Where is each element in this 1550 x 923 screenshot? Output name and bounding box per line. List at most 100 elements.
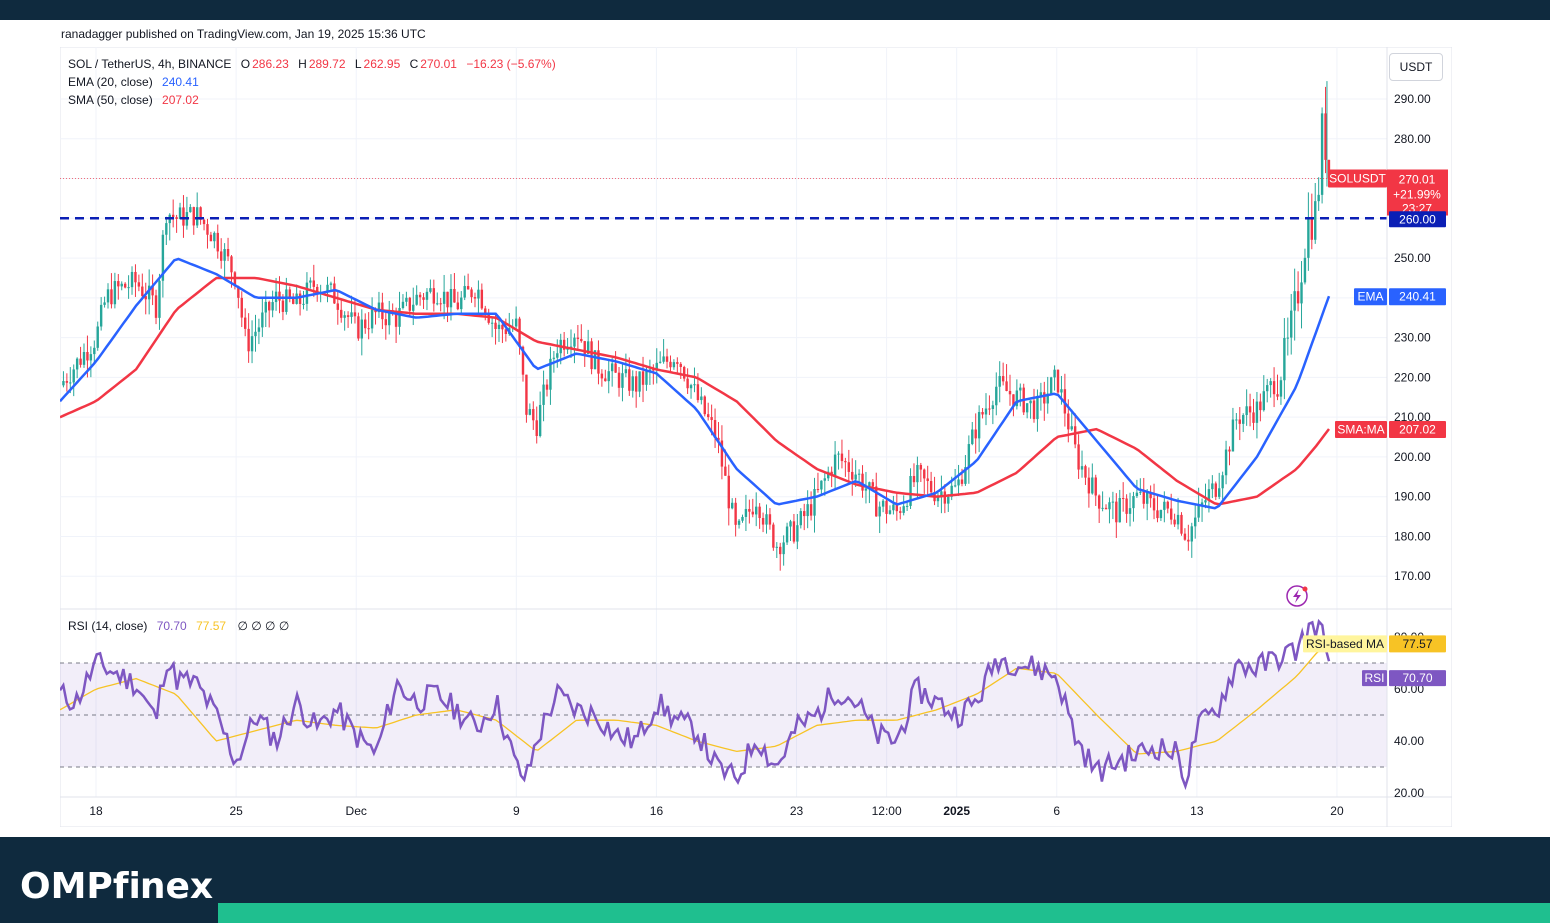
candle-body: [123, 283, 127, 288]
candle-body: [586, 341, 590, 354]
candle-body: [655, 362, 658, 371]
candle-body: [1197, 504, 1200, 518]
candle-body: [991, 405, 995, 409]
candle-body: [93, 347, 96, 355]
candle-body: [803, 511, 806, 517]
candle-body: [844, 461, 847, 463]
candle-body: [1320, 113, 1324, 195]
brand-logo: OMPfinex: [20, 866, 214, 907]
candle-body: [436, 303, 439, 305]
candle-body: [1001, 376, 1005, 382]
candle-body: [1070, 426, 1073, 430]
candle-body: [1067, 413, 1070, 430]
candle-body: [700, 396, 703, 401]
candle-body: [388, 310, 391, 326]
candle-body: [634, 376, 638, 392]
candle-body: [731, 502, 734, 509]
level-price-tag-bg: [1389, 211, 1446, 228]
candle-body: [202, 219, 206, 225]
candle-body: [415, 294, 418, 305]
candle-body: [689, 385, 693, 389]
symbol-ohlc-legend: SOL / TetherUS, 4h, BINANCE O 286.23 H 289…: [68, 57, 558, 71]
candle-body: [552, 357, 556, 359]
price-tick-label: 180.00: [1394, 529, 1431, 543]
candle-body: [446, 291, 449, 308]
open-label: O: [240, 57, 251, 71]
candle-body: [247, 328, 250, 352]
candle-body: [1221, 475, 1224, 489]
candle-body: [456, 302, 460, 310]
candle-body: [621, 373, 624, 388]
rsi-tick-label: 40.00: [1394, 734, 1424, 748]
candle-body: [974, 429, 977, 439]
price-tick-label: 200.00: [1394, 450, 1431, 464]
candle-body: [288, 289, 291, 299]
candle-body: [696, 384, 700, 401]
rsi-pane[interactable]: [58, 618, 1387, 791]
candle-body: [706, 414, 710, 418]
candle-body: [573, 337, 576, 347]
price-tick-label: 170.00: [1394, 569, 1431, 583]
candle-body: [964, 467, 967, 484]
candle-body: [528, 409, 532, 415]
candle-body: [151, 285, 154, 296]
candle-body: [175, 217, 178, 219]
candle-body: [412, 304, 415, 311]
rsi-ma-axis-value-bg: [1389, 635, 1446, 653]
symbol-name[interactable]: SOL / TetherUS, 4h, BINANCE: [68, 57, 232, 71]
top-header-bar: [0, 0, 1550, 20]
candle-body: [130, 271, 134, 288]
candle-body: [384, 319, 388, 326]
level-price-tag: 260.00: [1399, 212, 1436, 226]
candle-body: [1180, 514, 1183, 534]
sma-legend[interactable]: SMA (50, close) 207.02: [68, 93, 201, 107]
candle-body: [254, 331, 257, 337]
candle-body: [250, 336, 254, 352]
rsi-legend[interactable]: RSI (14, close) 70.70 77.57 ∅ ∅ ∅ ∅: [68, 619, 291, 633]
candle-body: [209, 234, 213, 242]
candle-body: [772, 524, 775, 548]
candle-body: [576, 337, 580, 339]
candle-body: [1084, 466, 1087, 478]
candle-body: [1314, 201, 1317, 240]
candle-body: [580, 338, 583, 342]
candle-body: [1029, 400, 1032, 404]
rsi-axis-value: 70.70: [1402, 671, 1432, 685]
candle-body: [737, 520, 741, 525]
time-tick-label: 2025: [943, 804, 970, 818]
candle-body: [631, 376, 634, 391]
candle-body: [888, 510, 892, 514]
ema-axis-value: 240.41: [1399, 290, 1436, 304]
candle-body: [264, 301, 267, 313]
candle-body: [734, 502, 737, 525]
candle-body: [1317, 194, 1320, 202]
candle-body: [600, 373, 604, 379]
candle-body: [398, 308, 401, 327]
candle-body: [195, 207, 199, 226]
rsi-axis-value-bg: [1389, 670, 1446, 687]
price-chart[interactable]: 170.00 180.00 190.00 200.00 210.00 220.00 230.…: [58, 46, 1453, 828]
candle-body: [309, 280, 312, 283]
candle-body: [501, 324, 504, 330]
candle-body: [1290, 310, 1293, 338]
sma-legend-label: SMA (50, close): [68, 93, 153, 107]
candle-body: [484, 308, 487, 315]
candle-body: [82, 352, 86, 365]
candle-body: [984, 408, 988, 415]
currency-selector[interactable]: USDT: [1389, 53, 1443, 81]
candle-body: [665, 356, 669, 362]
candle-body: [141, 286, 144, 297]
price-tick-label: 190.00: [1394, 490, 1431, 504]
candle-body: [240, 297, 243, 318]
candle-body: [857, 473, 861, 475]
candle-body: [686, 378, 689, 389]
close-label: C: [409, 57, 419, 71]
footer-accent-bar: [218, 903, 1550, 923]
candle-body: [1118, 498, 1121, 523]
candle-body: [350, 312, 353, 317]
candle-body: [497, 324, 501, 330]
time-tick-label: 9: [513, 804, 520, 818]
ema-legend[interactable]: EMA (20, close) 240.41: [68, 75, 201, 89]
lightning-icon[interactable]: [1286, 585, 1308, 607]
candle-body: [525, 374, 528, 415]
